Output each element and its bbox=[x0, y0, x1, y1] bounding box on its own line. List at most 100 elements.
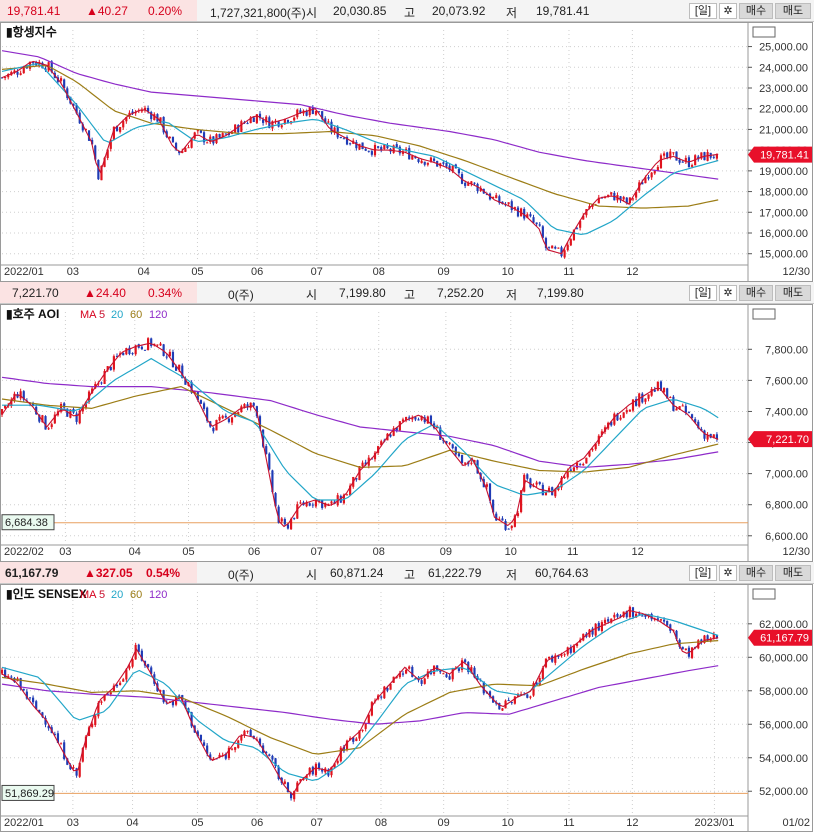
period-button[interactable]: [일] bbox=[689, 285, 717, 301]
legend-item: 60 bbox=[130, 589, 142, 601]
buy-button[interactable]: 매수 bbox=[739, 285, 773, 301]
candle-body bbox=[122, 121, 125, 128]
change: ▲40.27 bbox=[86, 4, 128, 18]
candle-body bbox=[268, 453, 271, 470]
candle-body bbox=[100, 701, 103, 703]
candle-body bbox=[327, 503, 330, 505]
candle-body bbox=[274, 758, 277, 767]
candle-body bbox=[675, 408, 678, 411]
candle-body bbox=[22, 688, 25, 691]
volume: 0(주) bbox=[228, 568, 254, 582]
candle-body bbox=[389, 434, 392, 437]
candle-body bbox=[426, 416, 429, 424]
candle-body bbox=[147, 664, 150, 668]
candle-body bbox=[579, 464, 582, 466]
chart-hsi[interactable]: 15,000.00 16,000.00 17,000.00 18,000.00 19,0… bbox=[0, 22, 814, 282]
buy-button[interactable]: 매수 bbox=[739, 565, 773, 581]
high-value: 20,073.92 bbox=[432, 4, 486, 18]
candle-body bbox=[600, 431, 603, 435]
chart-sensex[interactable]: 52,000.00 54,000.00 56,000.00 58,000.00 60,0… bbox=[0, 584, 814, 832]
candle-body bbox=[566, 647, 569, 655]
y-tick-label: 56,000.00 bbox=[759, 719, 808, 731]
buy-button[interactable]: 매수 bbox=[739, 3, 773, 19]
candle-body bbox=[613, 614, 616, 618]
candle-body bbox=[619, 196, 622, 201]
candle-body bbox=[358, 466, 361, 481]
candle-body bbox=[398, 146, 401, 154]
y-tick-label: 7,000.00 bbox=[765, 469, 808, 481]
candle-body bbox=[50, 61, 53, 73]
candle-body bbox=[656, 618, 659, 620]
candle-body bbox=[684, 648, 687, 651]
period-button[interactable]: [일] bbox=[689, 565, 717, 581]
candle-body bbox=[131, 659, 134, 667]
scale-icon bbox=[752, 26, 776, 38]
candle-body bbox=[342, 746, 346, 752]
candle-body bbox=[498, 196, 501, 203]
candle-body bbox=[10, 676, 13, 678]
candle-body bbox=[401, 419, 405, 422]
candle-body bbox=[492, 196, 495, 199]
candle-body bbox=[321, 769, 324, 772]
candle-body bbox=[616, 614, 619, 617]
x-tick-label: 11 bbox=[563, 266, 574, 278]
low-reference-label: 6,684.38 bbox=[5, 517, 48, 529]
candle-body bbox=[439, 427, 442, 440]
candle-body bbox=[4, 669, 7, 678]
candle-body bbox=[414, 156, 417, 159]
candle-body bbox=[526, 694, 529, 698]
candle-body bbox=[255, 406, 258, 417]
y-tick-label: 7,600.00 bbox=[765, 375, 808, 387]
candle-body bbox=[243, 730, 246, 736]
candle-body bbox=[206, 745, 209, 754]
ma20-line bbox=[1, 613, 719, 782]
candle-body bbox=[498, 703, 501, 710]
candle-body bbox=[563, 250, 566, 258]
candle-body bbox=[715, 434, 719, 440]
change-pct: 0.34% bbox=[148, 286, 183, 300]
candle-body bbox=[541, 226, 544, 238]
sell-button[interactable]: 매도 bbox=[775, 285, 811, 301]
y-tick-label: 7,400.00 bbox=[765, 406, 808, 418]
candle-body bbox=[317, 111, 321, 113]
candle-body bbox=[547, 487, 551, 493]
candle-body bbox=[196, 731, 199, 737]
candle-body bbox=[143, 349, 147, 351]
candle-body bbox=[659, 619, 663, 621]
candle-body bbox=[535, 222, 538, 225]
sell-button[interactable]: 매도 bbox=[775, 565, 811, 581]
candle-body bbox=[153, 114, 156, 121]
candle-body bbox=[7, 676, 10, 678]
quote-header: 7,221.70 ▲24.40 0.34% 0(주) 시 7,199.80 고 … bbox=[0, 282, 814, 304]
candle-body bbox=[190, 712, 193, 727]
candle-body bbox=[641, 182, 644, 185]
legend-item: MA bbox=[80, 589, 97, 601]
sell-button[interactable]: 매도 bbox=[775, 3, 811, 19]
change: ▲327.05 bbox=[84, 566, 133, 580]
candle-body bbox=[383, 686, 386, 699]
candle-body bbox=[305, 775, 308, 780]
y-tick-label: 52,000.00 bbox=[759, 786, 808, 798]
candle-body bbox=[703, 430, 706, 439]
candle-body bbox=[330, 501, 333, 504]
candle-body bbox=[218, 133, 221, 138]
candle-body bbox=[448, 443, 451, 445]
x-tick-label: 12 bbox=[631, 546, 643, 558]
candle-body bbox=[619, 417, 622, 420]
gear-icon[interactable]: ✲ bbox=[719, 285, 737, 301]
chart-aoi[interactable]: 6,600.006,800.007,000.007,200.007,400.00… bbox=[0, 304, 814, 562]
gear-icon[interactable]: ✲ bbox=[719, 3, 737, 19]
period-button[interactable]: [일] bbox=[689, 3, 717, 19]
candle-body bbox=[28, 697, 32, 699]
candle-body bbox=[510, 201, 513, 211]
candle-body bbox=[662, 153, 666, 156]
candle-body bbox=[174, 366, 178, 371]
candle-body bbox=[50, 424, 53, 428]
candle-body bbox=[355, 738, 358, 741]
candle-body bbox=[426, 162, 429, 165]
gear-icon[interactable]: ✲ bbox=[719, 565, 737, 581]
candle-body bbox=[532, 683, 535, 696]
candle-body bbox=[504, 520, 507, 530]
candle-body bbox=[681, 161, 684, 163]
candle-body bbox=[252, 403, 255, 406]
